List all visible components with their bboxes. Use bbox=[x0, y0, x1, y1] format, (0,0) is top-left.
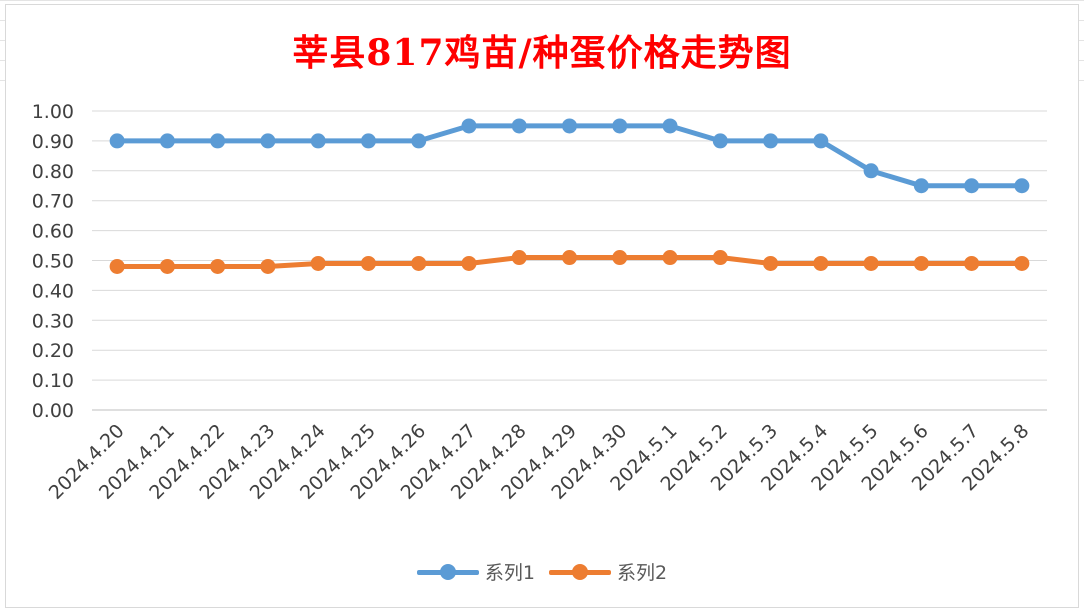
series-line-1 bbox=[114, 123, 1025, 189]
y-tick-label-4: 0.40 bbox=[32, 280, 74, 302]
data-point-series-2-0 bbox=[109, 258, 125, 274]
y-tick-label-9: 0.90 bbox=[32, 131, 74, 153]
data-point-series-1-13 bbox=[763, 133, 779, 149]
data-point-series-2-6 bbox=[411, 255, 427, 271]
data-point-series-1-8 bbox=[511, 118, 527, 134]
data-point-series-2-1 bbox=[159, 258, 175, 274]
data-point-series-2-10 bbox=[612, 250, 628, 266]
data-point-series-1-14 bbox=[813, 133, 829, 149]
data-point-series-2-14 bbox=[813, 255, 829, 271]
data-point-series-2-12 bbox=[712, 250, 728, 266]
y-tick-label-6: 0.60 bbox=[32, 221, 74, 243]
data-point-series-2-5 bbox=[360, 255, 376, 271]
data-point-series-1-17 bbox=[964, 178, 980, 194]
x-axis-tick-labels: 2024.4.202024.4.212024.4.222024.4.232024… bbox=[45, 420, 1034, 504]
data-point-series-2-16 bbox=[913, 255, 929, 271]
data-point-series-2-4 bbox=[310, 255, 326, 271]
data-point-series-1-10 bbox=[612, 118, 628, 134]
y-tick-label-1: 0.10 bbox=[32, 370, 74, 392]
data-point-series-2-15 bbox=[863, 255, 879, 271]
data-point-series-1-18 bbox=[1014, 178, 1030, 194]
data-point-series-1-15 bbox=[863, 163, 879, 179]
y-tick-label-10: 1.00 bbox=[32, 101, 74, 123]
data-point-series-1-7 bbox=[461, 118, 477, 134]
data-point-series-2-11 bbox=[662, 250, 678, 266]
legend: 系列1 系列2 bbox=[0, 558, 1084, 585]
y-tick-label-0: 0.00 bbox=[32, 400, 74, 422]
data-point-series-1-4 bbox=[310, 133, 326, 149]
legend-swatch-series-2 bbox=[549, 560, 611, 584]
data-point-series-1-5 bbox=[360, 133, 376, 149]
data-point-series-2-7 bbox=[461, 255, 477, 271]
chart-area bbox=[5, 4, 1079, 608]
data-point-series-2-9 bbox=[562, 250, 577, 266]
data-point-series-1-16 bbox=[913, 178, 929, 194]
data-point-series-2-3 bbox=[260, 258, 276, 274]
y-tick-label-2: 0.20 bbox=[32, 340, 74, 362]
legend-label-series-1: 系列1 bbox=[484, 562, 535, 584]
y-tick-label-3: 0.30 bbox=[32, 310, 74, 332]
y-tick-label-5: 0.50 bbox=[32, 251, 74, 273]
data-point-series-1-1 bbox=[159, 133, 175, 149]
data-point-series-2-13 bbox=[763, 255, 779, 271]
y-tick-label-8: 0.80 bbox=[32, 161, 74, 183]
gridlines bbox=[92, 110, 1047, 411]
data-point-series-1-11 bbox=[662, 118, 678, 134]
legend-label-series-2: 系列2 bbox=[617, 562, 668, 584]
data-point-series-2-2 bbox=[210, 258, 226, 274]
data-point-series-1-9 bbox=[562, 118, 577, 134]
data-point-series-2-8 bbox=[511, 250, 527, 266]
data-point-series-1-0 bbox=[109, 133, 125, 149]
y-tick-label-7: 0.70 bbox=[32, 191, 74, 213]
data-point-series-1-3 bbox=[260, 133, 276, 149]
chart-title: 莘县817鸡苗/种蛋价格走势图 bbox=[292, 32, 792, 74]
data-point-series-2-18 bbox=[1014, 255, 1030, 271]
data-point-series-1-2 bbox=[210, 133, 226, 149]
legend-swatch-series-1 bbox=[416, 560, 479, 584]
data-point-series-1-6 bbox=[411, 133, 427, 149]
data-point-series-1-12 bbox=[712, 133, 728, 149]
legend-item-series-1[interactable]: 系列1 bbox=[416, 558, 535, 585]
data-point-series-2-17 bbox=[964, 255, 980, 271]
series-lines bbox=[109, 118, 1030, 274]
y-axis-tick-labels: 0.00 0.10 0.20 0.30 0.40 0.50 0.60 0.70 0.80 0.90… bbox=[32, 101, 74, 422]
legend-item-series-2[interactable]: 系列2 bbox=[549, 558, 667, 585]
